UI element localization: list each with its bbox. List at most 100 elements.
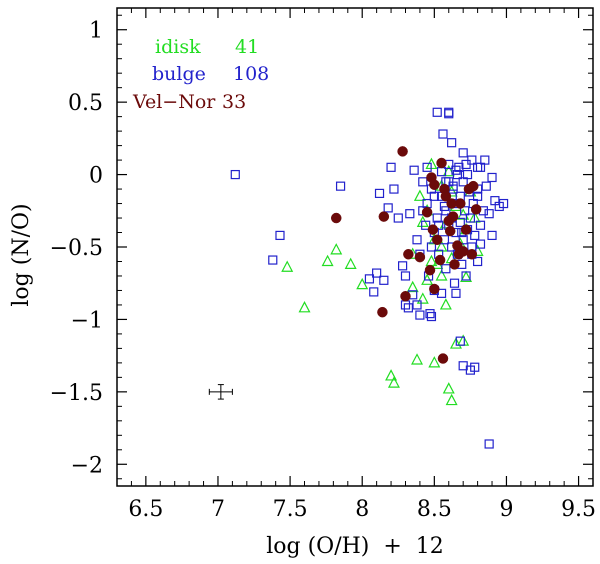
marker-idisk (428, 356, 441, 368)
x-tick-label: 8.5 (417, 497, 452, 522)
marker-bulge (400, 300, 411, 310)
marker-bulge (475, 220, 486, 230)
marker-vel-nor (377, 306, 388, 318)
marker-vel-nor (455, 198, 466, 209)
marker-vel-nor (434, 254, 446, 266)
axis-ticks (117, 8, 593, 486)
y-axis-label: log (N/O) (9, 203, 34, 306)
y-tick-label: 1 (89, 19, 103, 44)
marker-bulge (335, 181, 346, 191)
marker-vel-nor (427, 224, 439, 235)
marker-bulge (462, 169, 473, 180)
y-tick-label: 0.5 (68, 91, 103, 116)
marker-idisk (416, 292, 429, 304)
marker-vel-nor (397, 146, 408, 157)
marker-idisk (442, 164, 455, 177)
marker-idisk (281, 260, 294, 272)
marker-bulge (393, 213, 403, 223)
error-bar (208, 384, 233, 400)
marker-bulge (369, 287, 379, 297)
marker-vel-nor (440, 191, 452, 202)
marker-idisk (435, 240, 448, 252)
marker-vel-nor (466, 248, 478, 260)
marker-vel-nor (429, 283, 440, 295)
marker-idisk (449, 337, 462, 349)
marker-bulge (458, 361, 468, 371)
marker-bulge (429, 191, 439, 201)
legend-count-vel-nor: 33 (222, 91, 246, 113)
x-tick-label: 7 (211, 497, 225, 522)
marker-vel-nor (449, 259, 460, 270)
marker-bulge (487, 172, 497, 183)
marker-idisk (387, 376, 400, 388)
marker-bulge (481, 181, 491, 191)
marker-bulge (436, 288, 447, 298)
marker-bulge (425, 309, 435, 319)
marker-bulge (447, 138, 457, 148)
marker-idisk (344, 257, 357, 269)
marker-idisk (321, 254, 334, 267)
y-tick-labels: 1 0.5 0 −0.5 −1 −1.5 −2 (50, 19, 103, 479)
marker-vel-nor (429, 179, 440, 190)
marker-bulge (379, 275, 389, 285)
y-tick-label: −1 (71, 308, 103, 333)
marker-idisk (385, 369, 398, 381)
marker-bulge (451, 288, 461, 298)
marker-bulge (487, 230, 497, 241)
marker-bulge (422, 162, 432, 172)
marker-idisk (298, 301, 311, 313)
marker-idisk (435, 269, 448, 281)
marker-bulge (426, 242, 437, 252)
marker-bulge (418, 177, 428, 187)
marker-bulge (460, 206, 470, 216)
marker-idisk (330, 243, 343, 255)
marker-vel-nor (470, 204, 482, 215)
marker-bulge (409, 165, 419, 175)
x-axis-label: log (O/H) + 12 (266, 534, 444, 559)
marker-bulge (473, 191, 483, 201)
marker-idisk (442, 382, 455, 394)
marker-idisk (439, 298, 452, 310)
legend-count-idisk: 41 (235, 36, 259, 58)
marker-vel-nor (378, 211, 390, 222)
marker-bulge (432, 107, 442, 117)
marker-bulge (403, 303, 413, 313)
marker-bulge (461, 159, 471, 170)
marker-vel-nor (447, 211, 459, 222)
y-tick-label: −0.5 (50, 236, 103, 261)
marker-bulge (230, 169, 240, 180)
x-tick-label: 8 (355, 497, 369, 522)
marker-vel-nor (437, 353, 449, 364)
marker-bulge (412, 300, 422, 310)
marker-bulge (454, 162, 464, 172)
marker-idisk (411, 353, 424, 365)
x-tick-label: 9 (499, 497, 513, 522)
marker-vel-nor (400, 290, 411, 302)
x-tick-label: 7.5 (273, 497, 308, 522)
marker-vel-nor (436, 157, 447, 169)
marker-bulge (444, 109, 454, 119)
marker-bulge (412, 235, 422, 245)
legend-label-bulge: bulge (152, 63, 206, 85)
y-tick-label: −1.5 (50, 381, 103, 406)
marker-bulge (421, 220, 431, 230)
marker-vel-nor (330, 212, 342, 224)
marker-vel-nor (468, 180, 479, 192)
marker-bulge (465, 213, 475, 223)
marker-bulge (441, 264, 451, 274)
marker-bulge (475, 239, 486, 249)
marker-idisk (406, 280, 419, 293)
marker-idisk (460, 270, 473, 283)
x-tick-labels: 6.5 7 7.5 8 8.5 9 9.5 (128, 497, 596, 522)
marker-bulge (415, 310, 425, 320)
marker-vel-nor (460, 224, 472, 235)
marker-bulge (386, 162, 396, 172)
marker-bulge (470, 230, 480, 241)
legend-label-idisk: idisk (155, 36, 201, 58)
marker-bulge (484, 439, 494, 449)
marker-bulge (475, 162, 486, 172)
marker-bulge (374, 188, 385, 199)
marker-vel-nor (421, 206, 433, 218)
marker-bulge (461, 271, 471, 281)
marker-bulge (458, 235, 468, 245)
